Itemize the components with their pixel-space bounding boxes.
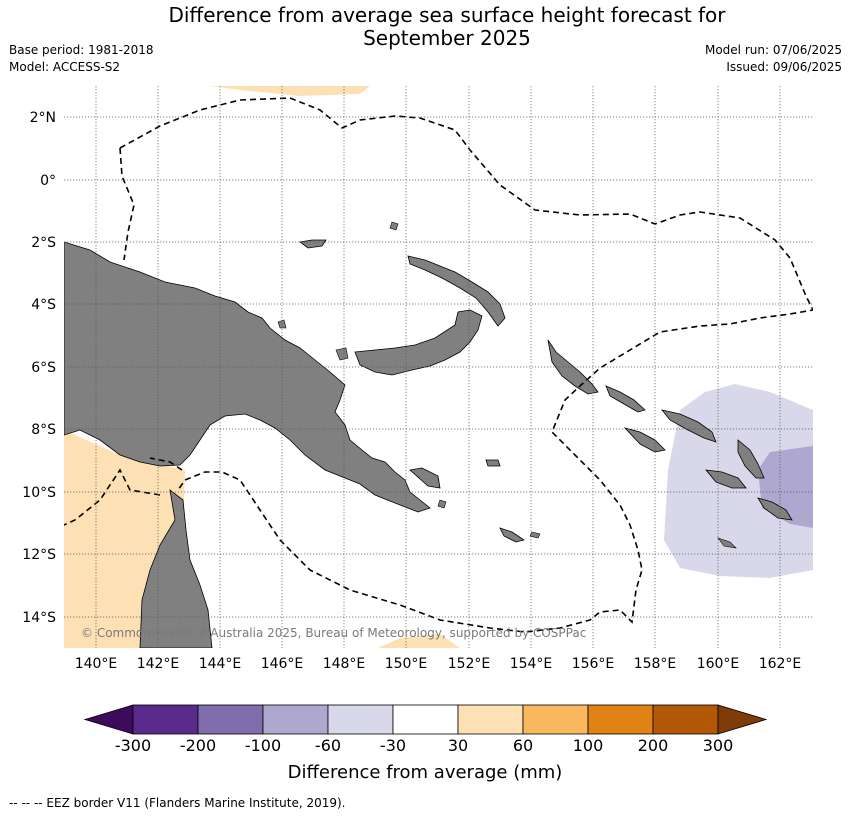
colorbar — [83, 704, 768, 735]
land-new-britain — [354, 309, 483, 376]
map-area: © Commonwealth of Australia 2025, Bureau… — [64, 86, 813, 648]
land-malaita — [737, 439, 765, 479]
lon-label: 150°E — [385, 656, 428, 672]
colorbar-segment — [262, 704, 329, 735]
copyright-notice: © Commonwealth of Australia 2025, Bureau… — [81, 626, 586, 640]
issued-date: Issued: 09/06/2025 — [726, 60, 842, 74]
land-woodlark — [485, 459, 501, 467]
lon-label: 142°E — [137, 656, 180, 672]
colorbar-tick: -100 — [245, 736, 281, 755]
base-period: Base period: 1981-2018 — [9, 43, 154, 57]
lat-label: 4°S — [31, 297, 56, 313]
colorbar-extend-high — [717, 704, 768, 735]
model-name: Model: ACCESS-S2 — [9, 60, 121, 74]
lon-label: 154°E — [510, 656, 553, 672]
lon-label: 140°E — [75, 656, 118, 672]
land-bougainville — [547, 339, 599, 395]
lat-label: 2°N — [30, 110, 56, 126]
colorbar-segment — [522, 704, 589, 735]
eez-footnote: -- -- -- EEZ border V11 (Flanders Marine… — [9, 796, 346, 810]
land-guadalcanal — [705, 469, 747, 489]
latitude-labels: 2°N 0° 2°S 4°S 6°S 8°S 10°S 12°S 14°S — [22, 110, 56, 626]
title-line-2: September 2025 — [363, 26, 531, 50]
land-manus — [299, 239, 327, 249]
colorbar-tick: -60 — [315, 736, 341, 755]
colorbar-tick: 100 — [573, 736, 604, 755]
lon-label: 158°E — [634, 656, 677, 672]
metadata-left: Base period: 1981-2018 Model: ACCESS-S2 — [9, 42, 154, 76]
anomaly-positive-bottom — [378, 634, 460, 648]
colorbar-segment — [457, 704, 524, 735]
anomaly-positive-top — [210, 86, 370, 96]
eez-border-line — [64, 97, 813, 633]
colorbar-tick: -200 — [180, 736, 216, 755]
land-louisiade — [499, 527, 525, 543]
lat-label: 6°S — [31, 360, 56, 376]
colorbar-segment — [392, 704, 459, 735]
land-small-islands — [277, 221, 737, 549]
lat-label: 2°S — [31, 235, 56, 251]
lat-label: 14°S — [22, 610, 56, 626]
land-makira — [757, 497, 793, 521]
lon-label: 152°E — [448, 656, 491, 672]
colorbar-tick-labels: -300 -200 -100 -60 -30 30 60 100 200 300 — [115, 736, 733, 755]
lat-label: 12°S — [22, 547, 56, 563]
lat-label: 8°S — [31, 422, 56, 438]
title-line-1: Difference from average sea surface heig… — [168, 3, 726, 27]
map-title: Difference from average sea surface heig… — [0, 4, 850, 50]
colorbar-tick: -300 — [115, 736, 151, 755]
longitude-labels: 140°E 142°E 144°E 146°E 148°E 150°E 152°… — [75, 656, 802, 672]
colorbar-tick: 30 — [448, 736, 468, 755]
colorbar-segment — [587, 704, 654, 735]
colorbar-tick: 60 — [513, 736, 533, 755]
lon-label: 146°E — [261, 656, 304, 672]
lon-label: 144°E — [199, 656, 242, 672]
lon-label: 162°E — [759, 656, 802, 672]
land-choiseul — [605, 385, 646, 413]
lon-label: 156°E — [572, 656, 615, 672]
lat-label: 10°S — [22, 485, 56, 501]
map-gridlines — [64, 86, 813, 648]
model-run-date: Model run: 07/06/2025 — [704, 43, 842, 57]
colorbar-segment — [327, 704, 394, 735]
colorbar-label: Difference from average (mm) — [288, 762, 563, 783]
metadata-right: Model run: 07/06/2025 Issued: 09/06/2025 — [705, 42, 842, 76]
lon-label: 160°E — [697, 656, 740, 672]
land-new-ireland — [407, 255, 506, 327]
land-dentrecasteaux — [409, 467, 441, 489]
land-santa-isabel — [660, 409, 717, 443]
colorbar-extend-low — [83, 704, 134, 735]
land-new-georgia — [623, 427, 666, 453]
colorbar-tick: 300 — [703, 736, 734, 755]
lon-label: 148°E — [323, 656, 366, 672]
colorbar-tick: -30 — [380, 736, 406, 755]
lat-label: 0° — [40, 173, 56, 189]
colorbar-segment — [132, 704, 199, 735]
colorbar-segment — [197, 704, 264, 735]
colorbar-tick: 200 — [638, 736, 669, 755]
colorbar-segment — [652, 704, 719, 735]
